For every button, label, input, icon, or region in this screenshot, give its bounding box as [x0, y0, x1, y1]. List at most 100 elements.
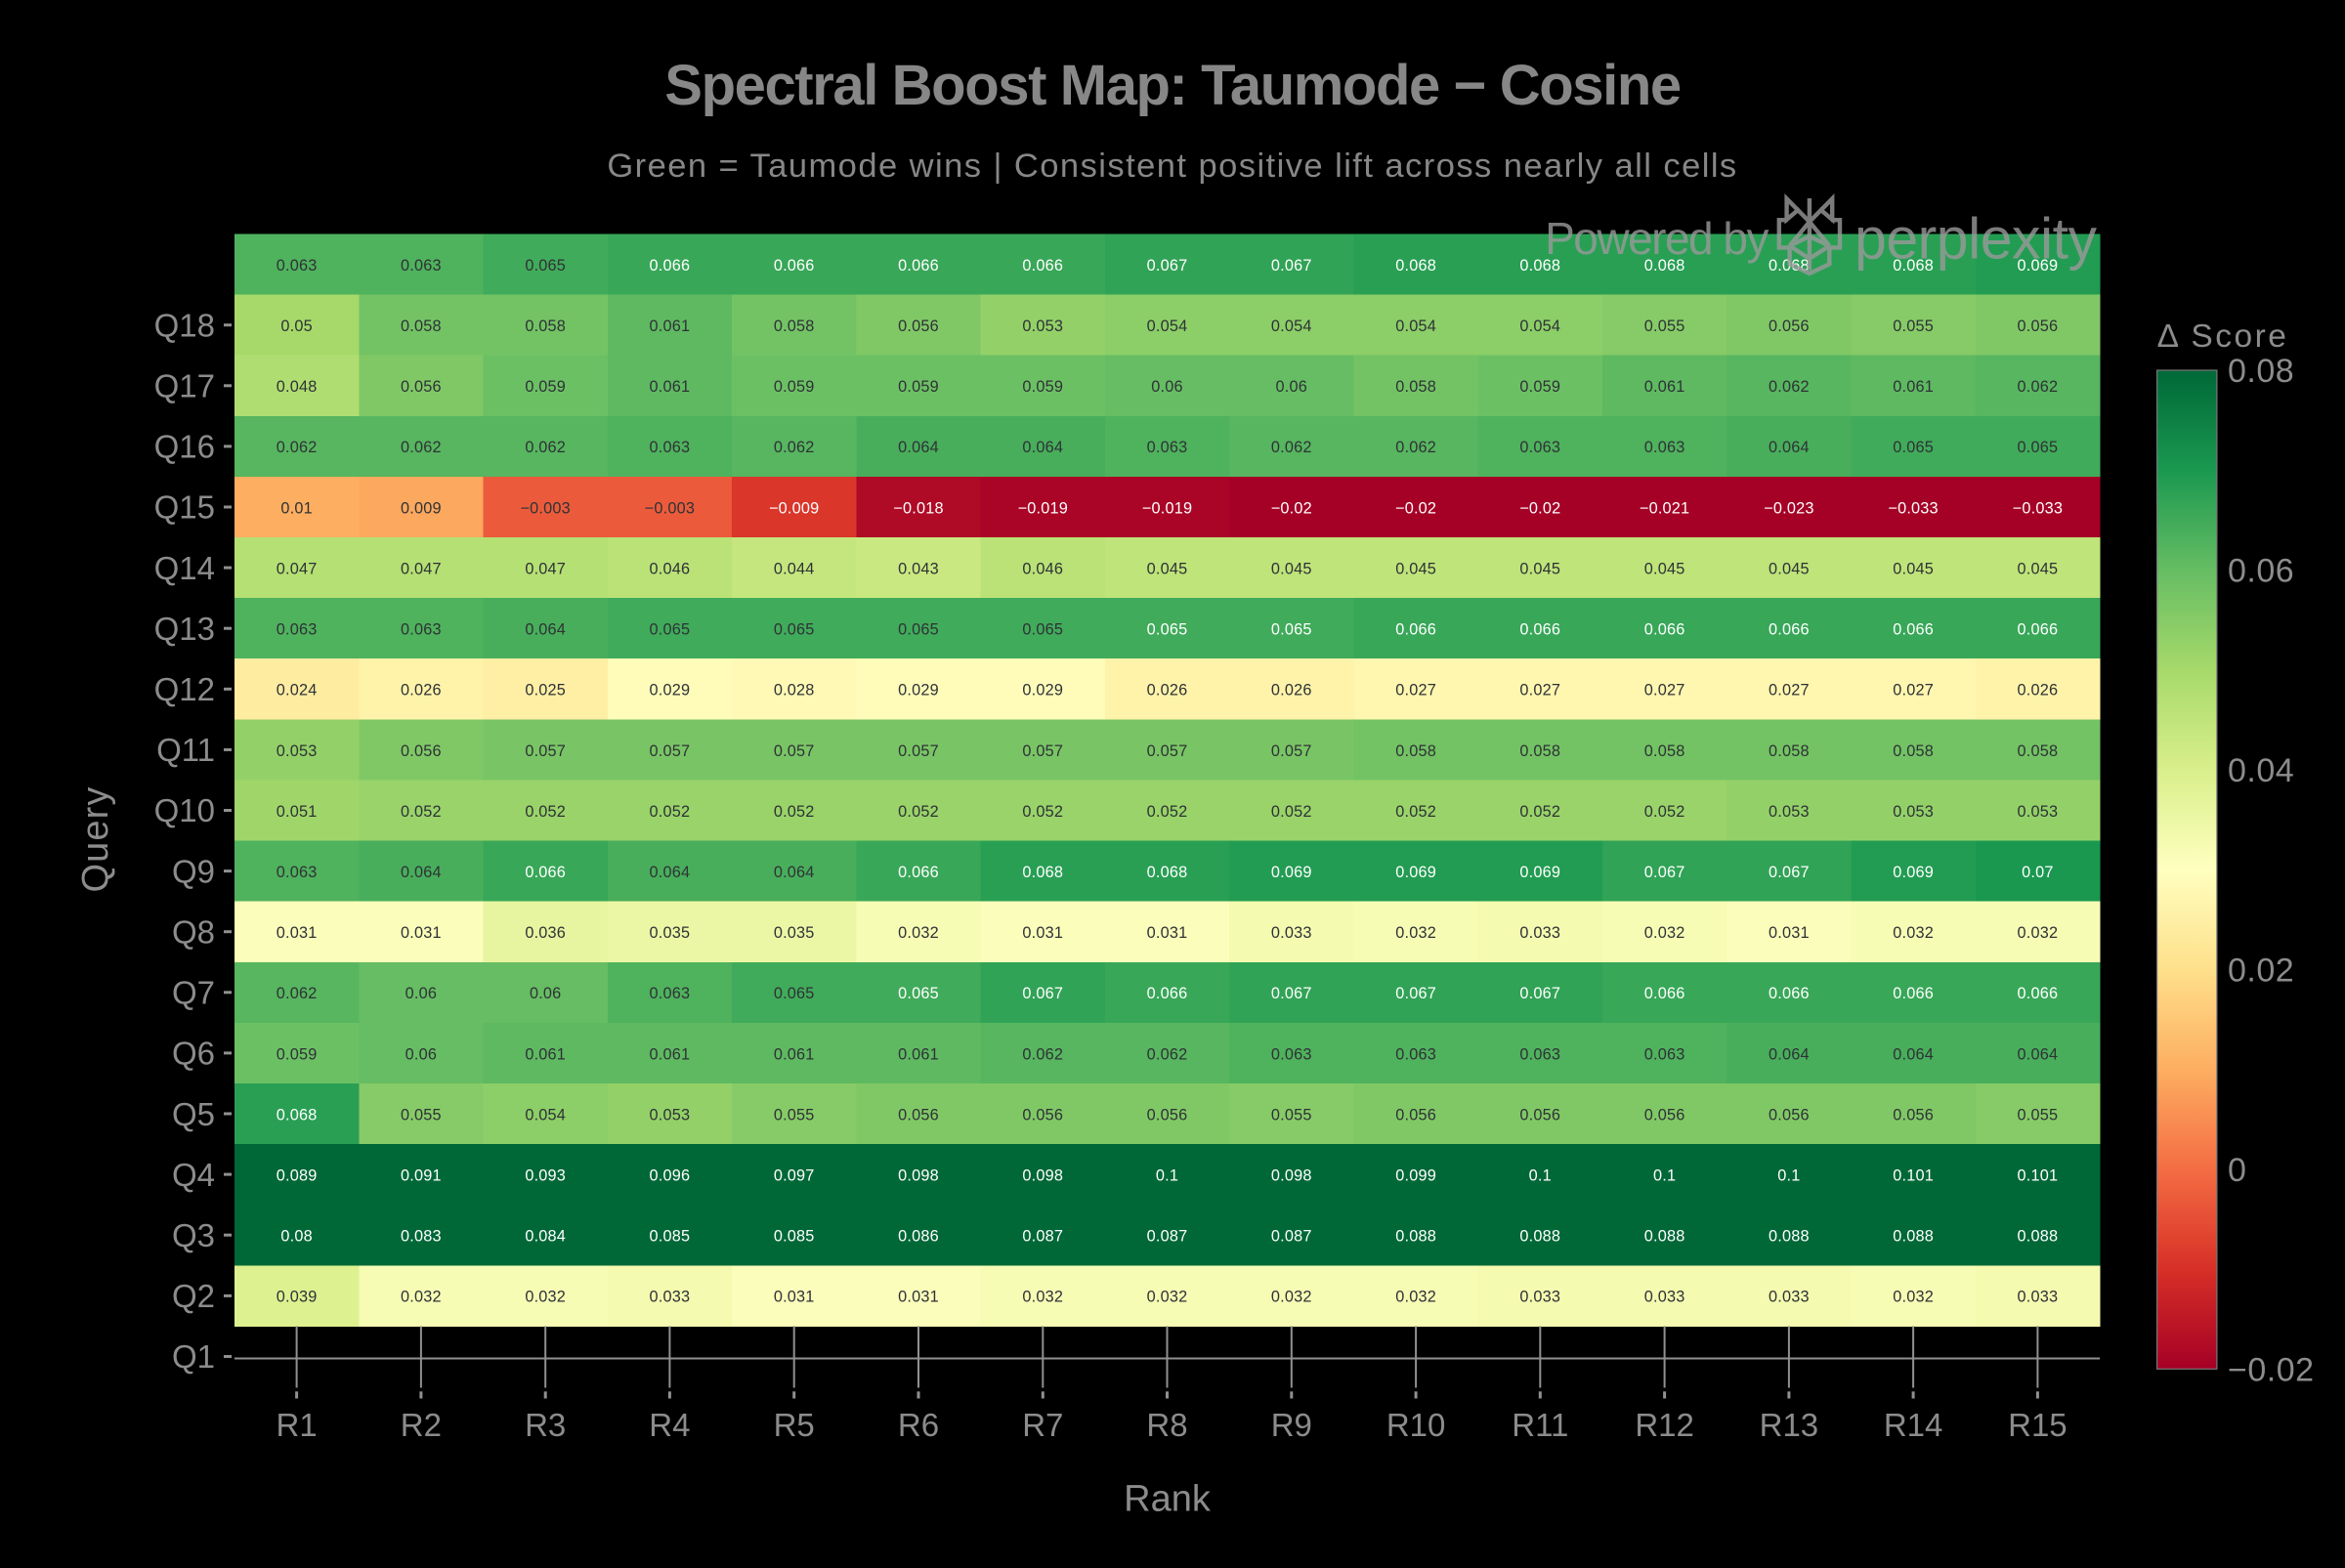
svg-text:0.054: 0.054 [1147, 318, 1188, 335]
svg-text:R10: R10 [1386, 1407, 1446, 1443]
svg-text:0.01: 0.01 [280, 499, 313, 517]
svg-text:0.031: 0.031 [774, 1289, 815, 1306]
svg-text:0.056: 0.056 [1022, 1106, 1063, 1123]
svg-text:0.088: 0.088 [1519, 1228, 1560, 1246]
svg-text:0.056: 0.056 [1519, 1106, 1560, 1123]
svg-text:0.093: 0.093 [525, 1167, 566, 1185]
svg-text:0.063: 0.063 [1395, 1045, 1436, 1063]
svg-text:0.056: 0.056 [2018, 318, 2059, 335]
svg-text:−0.033: −0.033 [1888, 499, 1938, 517]
svg-text:Q13: Q13 [154, 611, 215, 647]
svg-text:0.065: 0.065 [1147, 621, 1188, 639]
svg-text:0.065: 0.065 [1022, 621, 1063, 639]
svg-text:0.062: 0.062 [1147, 1045, 1188, 1063]
svg-text:0.031: 0.031 [1022, 924, 1063, 942]
svg-text:0.088: 0.088 [1893, 1228, 1934, 1246]
svg-text:0.032: 0.032 [1395, 1289, 1436, 1306]
svg-text:0.047: 0.047 [401, 561, 442, 578]
svg-text:0.067: 0.067 [1022, 985, 1063, 1002]
svg-text:Q18: Q18 [154, 307, 215, 343]
svg-text:0.058: 0.058 [1893, 742, 1934, 760]
svg-text:Rank: Rank [1124, 1479, 1212, 1520]
svg-text:0.031: 0.031 [898, 1289, 939, 1306]
svg-text:0.069: 0.069 [1395, 864, 1436, 881]
svg-text:Q9: Q9 [172, 853, 215, 889]
svg-text:Query: Query [75, 786, 116, 893]
svg-text:0.036: 0.036 [525, 924, 566, 942]
svg-text:0.061: 0.061 [525, 1045, 566, 1063]
svg-text:0.032: 0.032 [1893, 924, 1934, 942]
svg-text:0.029: 0.029 [650, 682, 691, 699]
svg-text:Q5: Q5 [172, 1096, 215, 1132]
svg-text:0.058: 0.058 [401, 318, 442, 335]
svg-text:−0.021: −0.021 [1640, 499, 1689, 517]
svg-text:R5: R5 [774, 1407, 815, 1443]
svg-text:0.035: 0.035 [774, 924, 815, 942]
svg-text:0.066: 0.066 [1644, 621, 1685, 639]
svg-text:0.067: 0.067 [1769, 864, 1810, 881]
svg-text:0.026: 0.026 [401, 682, 442, 699]
svg-text:0.08: 0.08 [280, 1228, 313, 1246]
svg-text:0.061: 0.061 [650, 318, 691, 335]
svg-text:0.061: 0.061 [898, 1045, 939, 1063]
svg-text:0.066: 0.066 [774, 257, 815, 275]
svg-text:0.064: 0.064 [525, 621, 566, 639]
svg-text:0.066: 0.066 [898, 257, 939, 275]
svg-text:Q14: Q14 [154, 550, 215, 586]
svg-text:0.053: 0.053 [1769, 803, 1810, 821]
svg-text:0.033: 0.033 [1519, 924, 1560, 942]
svg-text:0.066: 0.066 [1519, 621, 1560, 639]
svg-text:0.052: 0.052 [401, 803, 442, 821]
svg-text:R2: R2 [401, 1407, 442, 1443]
svg-text:0.062: 0.062 [1395, 439, 1436, 456]
svg-text:0.058: 0.058 [1395, 378, 1436, 396]
svg-text:0.061: 0.061 [650, 1045, 691, 1063]
svg-text:0.056: 0.056 [1147, 1106, 1188, 1123]
svg-text:0.058: 0.058 [774, 318, 815, 335]
svg-text:−0.02: −0.02 [1395, 499, 1436, 517]
svg-text:0.032: 0.032 [2018, 924, 2059, 942]
svg-text:0.054: 0.054 [1395, 318, 1436, 335]
svg-text:0.1: 0.1 [1653, 1167, 1676, 1185]
svg-text:0.067: 0.067 [1147, 257, 1188, 275]
svg-text:0.053: 0.053 [1022, 318, 1063, 335]
svg-text:0.045: 0.045 [1769, 561, 1810, 578]
svg-text:0.063: 0.063 [1519, 1045, 1560, 1063]
svg-text:0.101: 0.101 [1893, 1167, 1934, 1185]
svg-text:−0.018: −0.018 [893, 499, 943, 517]
svg-text:0.057: 0.057 [1022, 742, 1063, 760]
svg-text:0.027: 0.027 [1893, 682, 1934, 699]
svg-text:0.067: 0.067 [1395, 985, 1436, 1002]
svg-text:0.059: 0.059 [1519, 378, 1560, 396]
svg-text:Q11: Q11 [156, 732, 215, 768]
svg-text:0.1: 0.1 [1529, 1167, 1552, 1185]
svg-text:0.064: 0.064 [1769, 439, 1810, 456]
svg-text:0.024: 0.024 [277, 682, 318, 699]
svg-text:0.066: 0.066 [1769, 985, 1810, 1002]
svg-text:0.068: 0.068 [1147, 864, 1188, 881]
svg-text:0.063: 0.063 [401, 621, 442, 639]
svg-text:0.031: 0.031 [401, 924, 442, 942]
svg-text:0.088: 0.088 [1644, 1228, 1685, 1246]
svg-text:0.053: 0.053 [277, 742, 318, 760]
svg-text:0.052: 0.052 [1644, 803, 1685, 821]
svg-text:0.055: 0.055 [1271, 1106, 1312, 1123]
svg-text:0.02: 0.02 [2228, 953, 2294, 990]
svg-text:0.066: 0.066 [650, 257, 691, 275]
svg-text:0.052: 0.052 [650, 803, 691, 821]
svg-text:0.045: 0.045 [1147, 561, 1188, 578]
svg-text:0.066: 0.066 [898, 864, 939, 881]
svg-text:R1: R1 [277, 1407, 318, 1443]
svg-text:−0.003: −0.003 [645, 499, 695, 517]
svg-text:0.085: 0.085 [650, 1228, 691, 1246]
svg-text:0.057: 0.057 [774, 742, 815, 760]
svg-text:−0.033: −0.033 [2013, 499, 2063, 517]
svg-text:perplexity: perplexity [1855, 207, 2098, 272]
svg-text:0.033: 0.033 [650, 1289, 691, 1306]
svg-text:0.063: 0.063 [277, 257, 318, 275]
svg-text:0.066: 0.066 [2018, 621, 2059, 639]
svg-text:0.088: 0.088 [1769, 1228, 1810, 1246]
svg-text:−0.019: −0.019 [1018, 499, 1068, 517]
svg-text:0.091: 0.091 [401, 1167, 442, 1185]
svg-text:0.054: 0.054 [1519, 318, 1560, 335]
